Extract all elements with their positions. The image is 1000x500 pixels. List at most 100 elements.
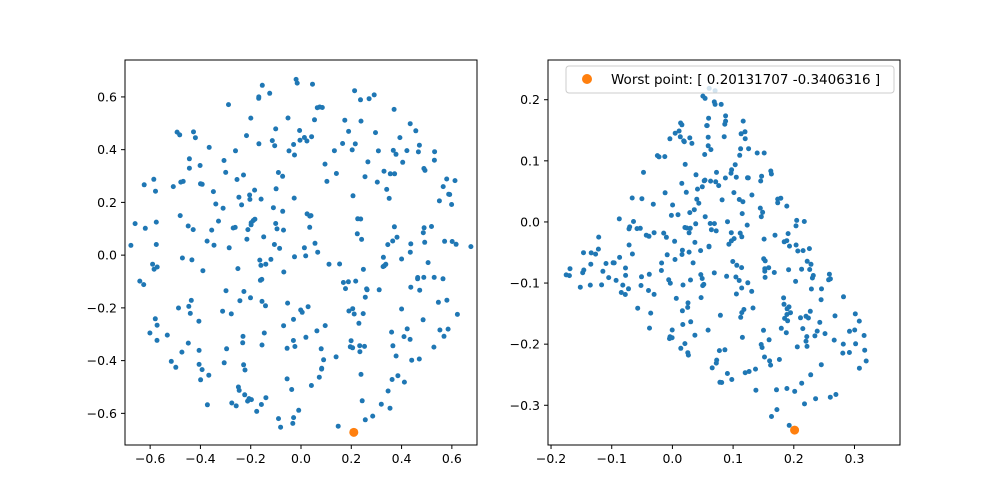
- scatter-point: [304, 138, 310, 144]
- scatter-point: [276, 416, 281, 422]
- scatter-point: [281, 227, 286, 233]
- scatter-point: [759, 173, 765, 179]
- scatter-point: [198, 181, 203, 187]
- scatter-point: [623, 265, 628, 271]
- scatter-point: [285, 300, 291, 306]
- scatter-point: [819, 286, 824, 292]
- scatter-point: [216, 218, 221, 224]
- scatter-point: [301, 245, 307, 251]
- scatter-point: [745, 280, 751, 286]
- scatter-point: [409, 357, 415, 363]
- scatter-point: [254, 408, 260, 414]
- scatter-point: [766, 337, 772, 343]
- scatter-point: [390, 147, 396, 153]
- scatter-point: [856, 365, 862, 371]
- scatter-point: [352, 141, 358, 147]
- scatter-point: [587, 282, 593, 288]
- scatter-point: [452, 178, 458, 184]
- scatter-point: [153, 242, 159, 247]
- y-tick-label: −0.3: [510, 398, 540, 413]
- scatter-point: [256, 141, 262, 147]
- scatter-point: [648, 310, 654, 316]
- scatter-point: [285, 115, 291, 121]
- scatter-point: [795, 248, 801, 254]
- scatter-point: [326, 261, 332, 267]
- scatter-point: [696, 200, 702, 206]
- scatter-point: [416, 142, 422, 148]
- scatter-point: [258, 402, 264, 407]
- scatter-point: [274, 226, 280, 232]
- scatter-point: [259, 82, 265, 88]
- scatter-point: [669, 327, 675, 333]
- scatter-point: [742, 370, 748, 376]
- scatter-point: [754, 150, 760, 156]
- scatter-point: [204, 402, 210, 408]
- scatter-point: [646, 271, 652, 277]
- scatter-point: [738, 314, 744, 320]
- scatter-point: [676, 128, 682, 134]
- scatter-point: [804, 334, 810, 340]
- scatter-point: [371, 92, 377, 98]
- scatter-point: [192, 135, 198, 141]
- scatter-point: [679, 180, 685, 186]
- x-tick-label: 0.6: [442, 451, 462, 466]
- scatter-point: [711, 221, 717, 227]
- scatter-point: [662, 190, 668, 196]
- scatter-point: [454, 311, 460, 317]
- scatter-point: [226, 102, 231, 108]
- scatter-point: [623, 272, 629, 278]
- scatter-point: [358, 97, 363, 103]
- scatter-point: [722, 175, 728, 181]
- scatter-point: [741, 307, 747, 312]
- scatter-point: [708, 147, 714, 153]
- scatter-point: [667, 136, 673, 142]
- x-tick-label: 0.2: [341, 451, 361, 466]
- scatter-point: [730, 259, 736, 264]
- scatter-point: [721, 134, 727, 140]
- scatter-point: [415, 275, 421, 280]
- scatter-point: [360, 266, 366, 272]
- scatter-point: [335, 423, 341, 429]
- scatter-point: [772, 232, 778, 238]
- scatter-point: [746, 146, 752, 152]
- scatter-point: [292, 344, 298, 349]
- scatter-point: [132, 221, 138, 227]
- scatter-point: [768, 168, 774, 174]
- scatter-point: [417, 287, 423, 293]
- scatter-point: [771, 270, 777, 275]
- scatter-point: [248, 295, 253, 301]
- scatter-point: [241, 362, 247, 368]
- scatter-point: [350, 193, 356, 199]
- scatter-point: [761, 327, 766, 333]
- scatter-point: [774, 407, 780, 413]
- scatter-point: [305, 304, 311, 310]
- scatter-point: [351, 311, 357, 317]
- scatter-point: [408, 284, 414, 290]
- scatter-point: [581, 250, 586, 256]
- scatter-point: [670, 202, 676, 208]
- scatter-point: [718, 101, 724, 107]
- scatter-point: [281, 323, 287, 329]
- scatter-point: [370, 413, 376, 419]
- scatter-point: [352, 88, 358, 94]
- scatter-point: [284, 345, 290, 351]
- scatter-point: [782, 315, 788, 321]
- scatter-point: [808, 261, 814, 267]
- scatter-point: [404, 326, 410, 332]
- scatter-point: [808, 286, 814, 292]
- scatter-point: [757, 205, 763, 211]
- scatter-point: [760, 209, 766, 215]
- scatter-point: [420, 230, 426, 236]
- scatter-point: [826, 271, 832, 277]
- scatter-point: [303, 334, 309, 340]
- scatter-point: [179, 349, 185, 355]
- scatter-point: [680, 322, 686, 327]
- scatter-point: [322, 323, 328, 329]
- scatter-point: [391, 224, 397, 230]
- scatter-point: [856, 318, 862, 324]
- y-tick-label: 0.2: [520, 92, 540, 107]
- scatter-point: [781, 301, 787, 307]
- scatter-point: [577, 284, 583, 290]
- scatter-point: [315, 249, 321, 255]
